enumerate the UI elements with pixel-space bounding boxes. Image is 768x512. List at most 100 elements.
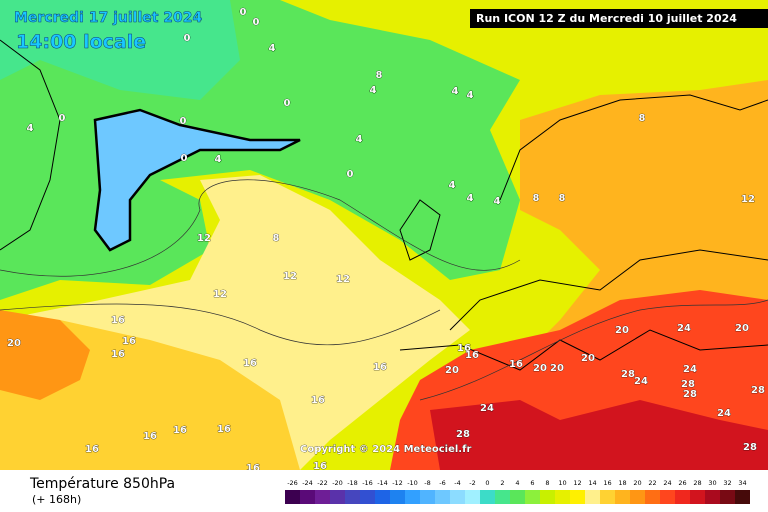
contour-label: 24 — [683, 364, 697, 375]
contour-label: 16 — [246, 463, 260, 474]
contour-label: 20 — [735, 323, 749, 334]
scale-swatch — [525, 490, 540, 504]
scale-label: 6 — [530, 479, 534, 487]
scale-label: -8 — [424, 479, 430, 487]
contour-label: 16 — [143, 431, 157, 442]
contour-label: 28 — [751, 385, 765, 396]
contour-label: 0 — [184, 33, 191, 44]
scale-swatch — [600, 490, 615, 504]
scale-label: -22 — [317, 479, 328, 487]
scale-label: 2 — [500, 479, 504, 487]
scale-swatch — [735, 490, 750, 504]
run-box — [470, 9, 768, 28]
scale-swatch — [645, 490, 660, 504]
scale-swatch — [435, 490, 450, 504]
scale-swatch — [360, 490, 375, 504]
scale-swatch — [450, 490, 465, 504]
contour-label: 0 — [253, 17, 260, 28]
contour-label: 8 — [376, 70, 383, 81]
contour-label: 16 — [243, 358, 257, 369]
contour-label: 0 — [59, 113, 66, 124]
contour-label: 20 — [7, 338, 21, 349]
scale-label: 8 — [545, 479, 549, 487]
contour-label: 16 — [111, 349, 125, 360]
contour-label: 4 — [370, 85, 377, 96]
scale-swatch — [510, 490, 525, 504]
scale-label: 20 — [633, 479, 641, 487]
contour-label: 16 — [457, 343, 471, 354]
scale-swatch — [615, 490, 630, 504]
run-info: Run ICON 12 Z du Mercredi 10 juillet 202… — [476, 12, 737, 25]
scale-label: -2 — [469, 479, 475, 487]
scale-label: 30 — [708, 479, 716, 487]
contour-label: 0 — [181, 153, 188, 164]
scale-label: -18 — [347, 479, 358, 487]
contour-label: 16 — [85, 444, 99, 455]
scale-swatch — [285, 490, 300, 504]
scale-label: 26 — [678, 479, 686, 487]
lead-time: (+ 168h) — [32, 493, 81, 506]
copyright: Copyright © 2024 Meteociel.fr — [300, 444, 471, 455]
contour-label: 4 — [27, 123, 34, 134]
contour-label: 28 — [743, 442, 757, 453]
scale-label: 32 — [723, 479, 731, 487]
scale-swatch — [570, 490, 585, 504]
scale-swatch — [345, 490, 360, 504]
scale-label: 0 — [485, 479, 489, 487]
scale-label: -10 — [407, 479, 418, 487]
contour-label: 12 — [741, 194, 755, 205]
contour-label: 0 — [180, 116, 187, 127]
contour-label: 16 — [313, 461, 327, 472]
scale-swatch — [330, 490, 345, 504]
contour-label: 12 — [336, 274, 350, 285]
scale-label: -20 — [332, 479, 343, 487]
contour-label: 28 — [456, 429, 470, 440]
scale-label: 24 — [663, 479, 671, 487]
scale-swatch — [300, 490, 315, 504]
contour-label: 28 — [683, 389, 697, 400]
contour-label: 0 — [240, 7, 247, 18]
scale-label: -24 — [302, 479, 313, 487]
scale-swatch — [540, 490, 555, 504]
scale-swatch — [390, 490, 405, 504]
contour-label: 4 — [494, 196, 501, 207]
scale-swatch — [720, 490, 735, 504]
scale-label: 22 — [648, 479, 656, 487]
contour-label: 12 — [283, 271, 297, 282]
contour-label: 4 — [269, 43, 276, 54]
contour-label: 16 — [111, 315, 125, 326]
contour-label: 12 — [213, 289, 227, 300]
contour-label: 20 — [533, 363, 547, 374]
scale-swatch — [675, 490, 690, 504]
contour-label: 24 — [717, 408, 731, 419]
scale-swatch — [315, 490, 330, 504]
contour-label: 4 — [467, 90, 474, 101]
scale-label: 18 — [618, 479, 626, 487]
contour-label: 8 — [559, 193, 566, 204]
scale-swatch — [660, 490, 675, 504]
contour-label: 8 — [639, 113, 646, 124]
contour-label: 8 — [273, 233, 280, 244]
contour-label: 0 — [347, 169, 354, 180]
scale-swatch — [405, 490, 420, 504]
scale-label: 14 — [588, 479, 596, 487]
scale-label: 34 — [738, 479, 746, 487]
contour-label: 16 — [311, 395, 325, 406]
contour-label: 4 — [356, 134, 363, 145]
scale-swatch — [465, 490, 480, 504]
scale-swatch — [375, 490, 390, 504]
color-scale: -26 -24 -22 -20 -18 -16 -14 -12 -10 -8 -6 -4 -2 0 2 4 6 8… — [285, 479, 750, 504]
scale-swatch — [420, 490, 435, 504]
scale-label: 28 — [693, 479, 701, 487]
contour-label: 16 — [217, 424, 231, 435]
contour-label: 4 — [215, 154, 222, 165]
scale-label: -14 — [377, 479, 388, 487]
contour-label: 16 — [173, 425, 187, 436]
contour-label: 16 — [373, 362, 387, 373]
contour-label: 24 — [677, 323, 691, 334]
scale-label: 4 — [515, 479, 519, 487]
contour-label: 20 — [615, 325, 629, 336]
scale-swatch — [495, 490, 510, 504]
contour-label: 24 — [634, 376, 648, 387]
